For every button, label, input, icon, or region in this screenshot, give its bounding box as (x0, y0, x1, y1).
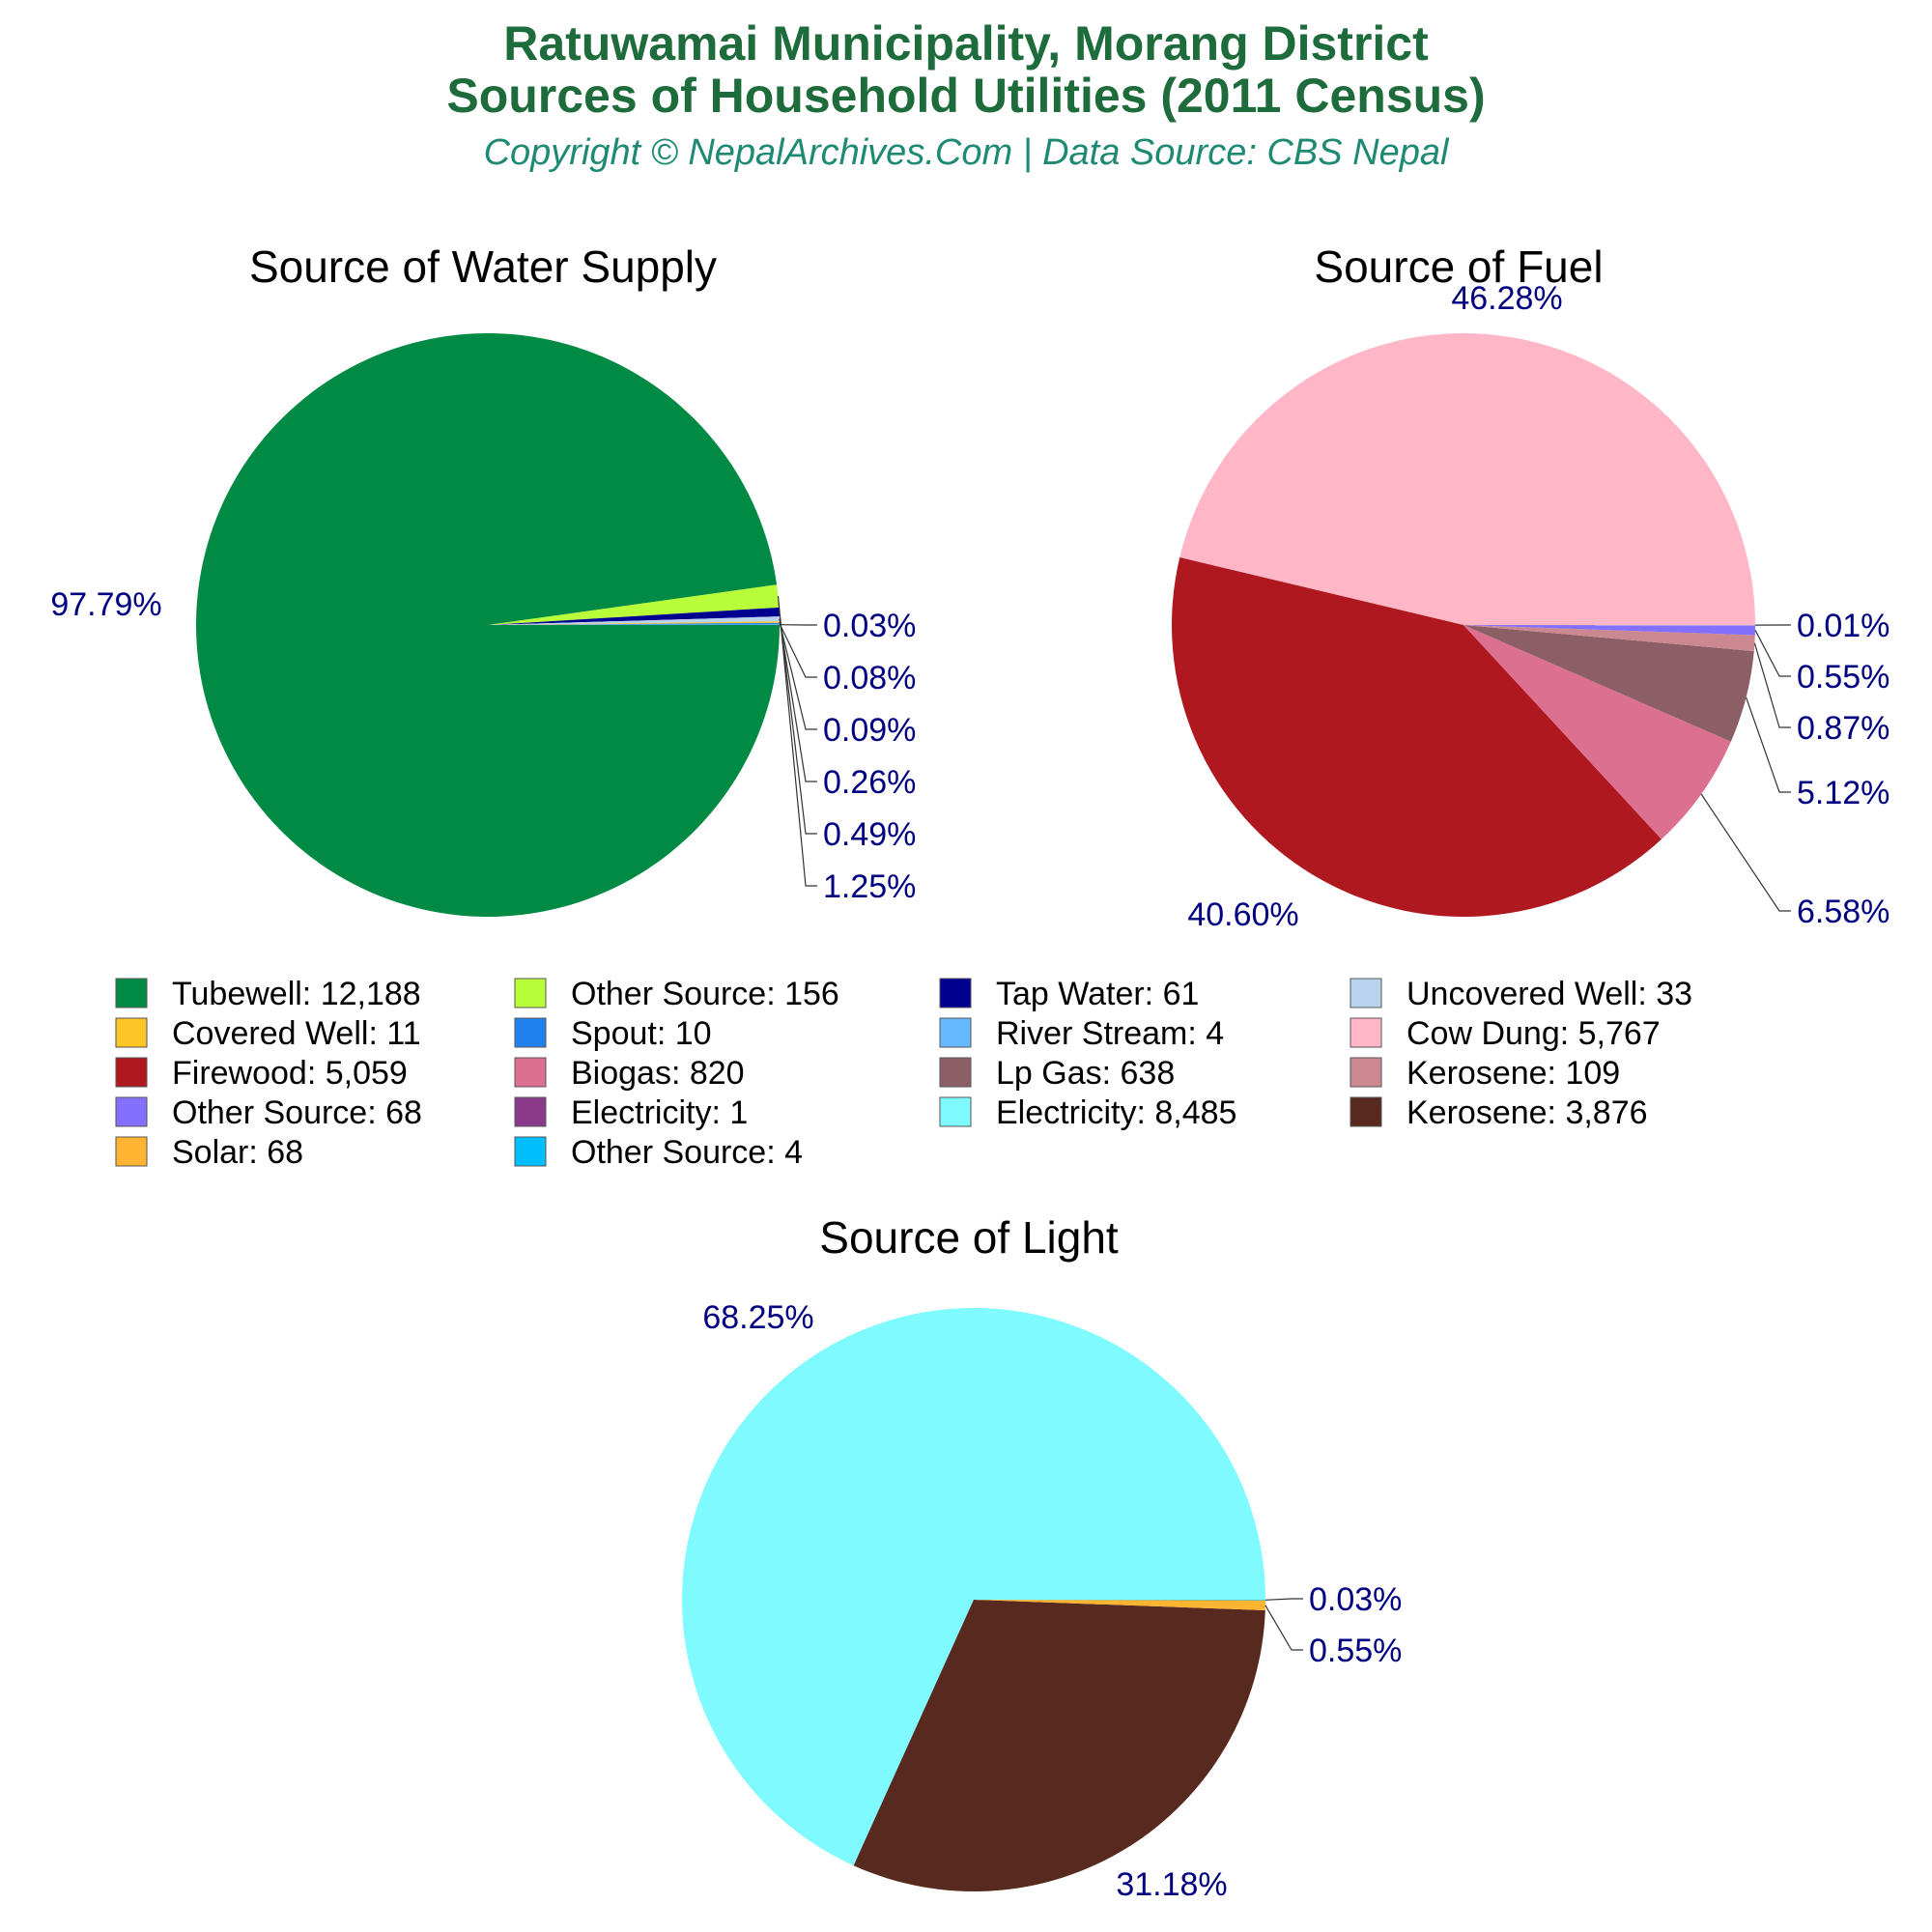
legend-swatch-0 (115, 978, 148, 1009)
fuel-pct-electricity: 0.01% (1797, 608, 1889, 644)
water-slice-river-stream (488, 624, 781, 625)
water-slice-uncovered-well (488, 616, 780, 625)
water-pie-title: Source of Water Supply (249, 242, 717, 292)
fuel-pct-kerosene: 0.87% (1797, 710, 1889, 747)
legend-label-12: Lp Gas: 638 (996, 1055, 1175, 1092)
water-slice-other-source (488, 584, 780, 625)
water-leader-covered-well (779, 621, 817, 730)
legend-swatch-9 (514, 1136, 547, 1167)
light-slice-electricity (682, 1307, 1265, 1866)
water-slice-tap-water (488, 607, 780, 625)
legend-label-16: Kerosene: 109 (1406, 1055, 1620, 1092)
water-pct-river-stream: 0.03% (823, 608, 916, 644)
legend-label-9: Other Source: 4 (571, 1134, 803, 1171)
water-pct-spout: 0.08% (823, 660, 916, 696)
water-pct-covered-well: 0.09% (823, 712, 916, 749)
legend-swatch-12 (939, 1057, 972, 1088)
light-pie-title: Source of Light (819, 1212, 1119, 1263)
water-leader-other-source (777, 596, 817, 887)
fuel-leader-biogas (1700, 793, 1791, 912)
legend-swatch-3 (115, 1096, 148, 1127)
fuel-slice-biogas (1463, 625, 1731, 839)
legend-label-3: Other Source: 68 (172, 1094, 422, 1131)
legend-swatch-17 (1350, 1096, 1382, 1127)
legend-label-10: Tap Water: 61 (996, 976, 1199, 1012)
legend-swatch-4 (115, 1136, 148, 1167)
water-leader-tap-water (779, 611, 817, 835)
legend-label-11: River Stream: 4 (996, 1015, 1224, 1052)
chart-title-line1: Ratuwamai Municipality, Morang District (503, 16, 1429, 71)
light-leader-other-source (1264, 1598, 1303, 1601)
legend-label-17: Kerosene: 3,876 (1406, 1094, 1648, 1131)
fuel-slice-lp-gas (1463, 625, 1754, 742)
legend-label-13: Electricity: 8,485 (996, 1094, 1236, 1131)
legend-swatch-1 (115, 1017, 148, 1048)
fuel-pct-lp-gas: 5.12% (1797, 775, 1889, 811)
light-pct-solar: 0.55% (1309, 1633, 1402, 1669)
legend-label-5: Other Source: 156 (571, 976, 839, 1012)
water-pct-tap-water: 0.49% (823, 816, 916, 853)
legend-swatch-14 (1350, 978, 1382, 1009)
legend-swatch-11 (939, 1017, 972, 1048)
legend-swatch-5 (514, 978, 547, 1009)
water-supply-pie: 97.79% 1.25% 0.49% 0.26% 0.09% 0.08% 0.03% (50, 333, 916, 918)
legend-label-1: Covered Well: 11 (172, 1015, 421, 1052)
fuel-leader-lp-gas (1746, 696, 1791, 793)
legend-label-0: Tubewell: 12,188 (172, 976, 421, 1012)
fuel-pie-title: Source of Fuel (1314, 242, 1603, 292)
legend-swatch-8 (514, 1096, 547, 1127)
water-slice-tubewell (196, 333, 781, 918)
water-pct-other-source: 1.25% (823, 868, 916, 905)
fuel-slice-firewood (1172, 556, 1662, 917)
light-slice-kerosene (853, 1600, 1265, 1891)
fuel-slice-kerosene (1463, 625, 1755, 652)
legend-swatch-2 (115, 1057, 148, 1088)
water-slice-covered-well (488, 621, 780, 625)
legend-label-6: Spout: 10 (571, 1015, 712, 1052)
legend-swatch-7 (514, 1057, 547, 1088)
fuel-leader-kerosene (1753, 642, 1791, 728)
light-pct-other-source: 0.03% (1309, 1581, 1402, 1618)
fuel-pct-other-source: 0.55% (1797, 659, 1889, 696)
water-pct-uncovered-well: 0.26% (823, 764, 916, 801)
legend-swatch-15 (1350, 1017, 1382, 1048)
fuel-slice-cow-dung (1179, 333, 1755, 625)
legend-label-8: Electricity: 1 (571, 1094, 748, 1131)
light-pct-electricity: 68.25% (702, 1299, 813, 1336)
water-pct-tubewell: 97.79% (50, 586, 161, 623)
legend-label-2: Firewood: 5,059 (172, 1055, 408, 1092)
legend-label-7: Biogas: 820 (571, 1055, 745, 1092)
legend-label-4: Solar: 68 (172, 1134, 303, 1171)
water-leader-uncovered-well (779, 618, 817, 782)
fuel-pct-biogas: 6.58% (1797, 894, 1889, 930)
water-leader-spout (779, 623, 817, 678)
light-slice-solar (974, 1600, 1265, 1610)
legend-swatch-10 (939, 978, 972, 1009)
light-slice-other-source (974, 1600, 1266, 1601)
fuel-slice-other-source (1463, 625, 1755, 636)
legend-swatch-6 (514, 1017, 547, 1048)
legend-label-14: Uncovered Well: 33 (1406, 976, 1692, 1012)
chart-subtitle: Copyright © NepalArchives.Com | Data Sou… (484, 132, 1450, 173)
legend-swatch-16 (1350, 1057, 1382, 1088)
light-leader-solar (1264, 1605, 1303, 1651)
legend-label-15: Cow Dung: 5,767 (1406, 1015, 1661, 1052)
fuel-pct-firewood: 40.60% (1187, 896, 1298, 933)
water-slice-spout (488, 622, 780, 625)
light-pie: 68.25% 31.18% 0.55% 0.03% (682, 1299, 1402, 1903)
fuel-leader-other-source (1754, 630, 1791, 677)
legend-swatch-13 (939, 1096, 972, 1127)
fuel-pie: 46.28% 40.60% 6.58% 5.12% 0.87% 0.55% 0.01% (1172, 280, 1889, 933)
light-pct-kerosene: 31.18% (1116, 1866, 1227, 1903)
fuel-pct-cow-dung: 46.28% (1451, 280, 1562, 317)
chart-title-line2: Sources of Household Utilities (2011 Cen… (446, 69, 1485, 123)
